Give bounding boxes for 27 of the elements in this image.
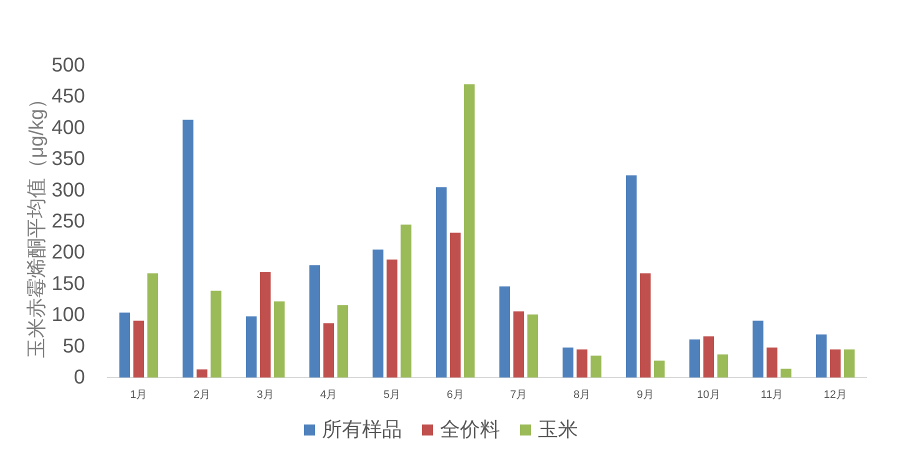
legend-label: 全价料: [440, 419, 500, 441]
x-tick: 7月: [510, 389, 528, 401]
x-tick: 6月: [446, 389, 464, 401]
x-tick: 3月: [256, 389, 274, 401]
y-tick: 450: [52, 86, 85, 108]
y-tick: 200: [52, 242, 85, 264]
x-tick: 12月: [824, 389, 847, 401]
legend-label: 玉米: [538, 419, 578, 441]
y-tick: 500: [52, 54, 85, 76]
y-tick: 50: [62, 335, 85, 358]
y-tick: 250: [52, 210, 85, 232]
y-tick: 100: [52, 304, 85, 326]
y-tick: 150: [52, 272, 85, 295]
x-tick: 2月: [193, 389, 211, 401]
x-tick: 8月: [573, 389, 591, 401]
y-tick: 0: [74, 366, 85, 388]
x-tick: 4月: [320, 389, 338, 401]
x-tick: 1月: [130, 389, 148, 401]
x-tick: 9月: [636, 389, 654, 401]
y-label: 玉米赤霉烯酮平均值（μg/kg）: [26, 88, 48, 358]
legend-label: 所有样品: [322, 419, 402, 441]
x-tick: 5月: [383, 389, 401, 401]
y-tick: 350: [52, 148, 85, 170]
y-tick: 300: [52, 179, 85, 202]
x-tick: 10月: [697, 389, 720, 401]
y-tick: 400: [52, 116, 85, 139]
x-tick: 11月: [760, 389, 784, 401]
